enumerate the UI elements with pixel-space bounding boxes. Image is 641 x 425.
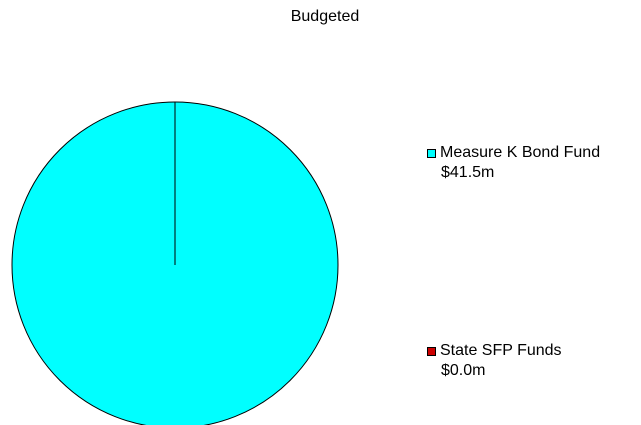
legend-swatch-state-sfp: [427, 346, 436, 356]
legend-value-state-sfp: $0.0m: [441, 362, 486, 379]
legend-label-measure-k: Measure K Bond Fund: [440, 144, 601, 161]
legend-swatch-measure-k: [427, 148, 436, 158]
legend-value-measure-k: $41.5m: [441, 164, 495, 181]
legend-label-state-sfp: State SFP Funds: [440, 342, 562, 359]
legend-item-measure-k: Measure K Bond Fund $41.5m: [427, 143, 600, 183]
chart-title: Budgeted: [290, 8, 360, 25]
legend-item-state-sfp: State SFP Funds $0.0m: [427, 341, 562, 381]
